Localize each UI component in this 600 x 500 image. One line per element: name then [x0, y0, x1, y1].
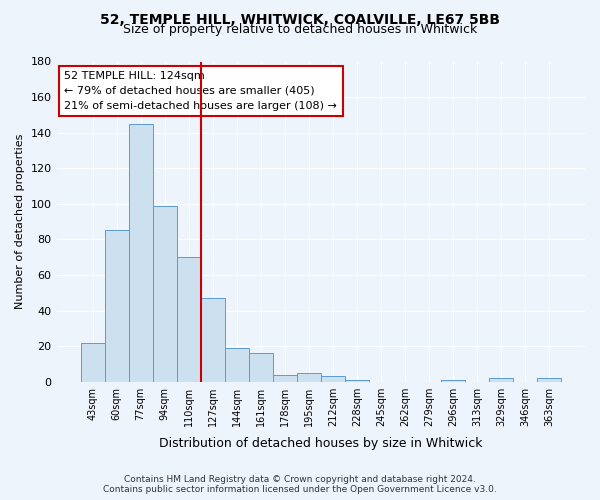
Text: Size of property relative to detached houses in Whitwick: Size of property relative to detached ho… — [123, 22, 477, 36]
Bar — [176, 257, 200, 382]
Bar — [128, 124, 152, 382]
Text: 52 TEMPLE HILL: 124sqm
← 79% of detached houses are smaller (405)
21% of semi-de: 52 TEMPLE HILL: 124sqm ← 79% of detached… — [64, 71, 337, 110]
Bar — [249, 353, 273, 382]
Text: Contains HM Land Registry data © Crown copyright and database right 2024.
Contai: Contains HM Land Registry data © Crown c… — [103, 474, 497, 494]
Bar — [200, 298, 224, 382]
Text: 52, TEMPLE HILL, WHITWICK, COALVILLE, LE67 5BB: 52, TEMPLE HILL, WHITWICK, COALVILLE, LE… — [100, 12, 500, 26]
Bar — [80, 342, 104, 382]
X-axis label: Distribution of detached houses by size in Whitwick: Distribution of detached houses by size … — [159, 437, 482, 450]
Bar — [152, 206, 176, 382]
Bar — [104, 230, 128, 382]
Bar — [297, 373, 321, 382]
Bar — [321, 376, 345, 382]
Y-axis label: Number of detached properties: Number of detached properties — [15, 134, 25, 310]
Bar — [345, 380, 369, 382]
Bar — [537, 378, 561, 382]
Bar — [273, 374, 297, 382]
Bar — [489, 378, 513, 382]
Bar — [441, 380, 465, 382]
Bar — [224, 348, 249, 382]
